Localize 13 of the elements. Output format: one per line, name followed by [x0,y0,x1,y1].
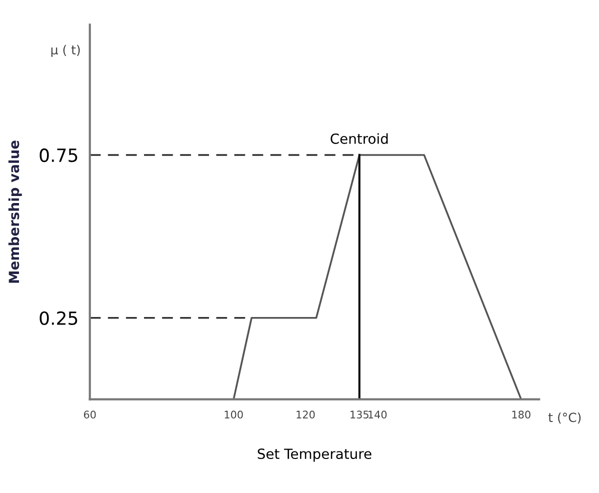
y-tick-label: 0.25 [40,311,78,325]
x-tick-label: 60 [84,410,96,419]
text: t (°C) [548,412,581,424]
y-axis-title: Membership value [8,140,22,283]
x-tick-label: 180 [512,410,530,419]
x-tick-label: 120 [296,410,315,419]
text: μ ( t) [51,44,80,57]
x-axis-title: Set Temperature [258,448,372,462]
x-tick-label: 100 [224,410,243,419]
annotation: Centroid [330,133,388,144]
x-tick-label: 140 [368,410,387,419]
y-tick-label: 0.75 [40,148,78,162]
x-tick-label: 135 [350,410,368,419]
